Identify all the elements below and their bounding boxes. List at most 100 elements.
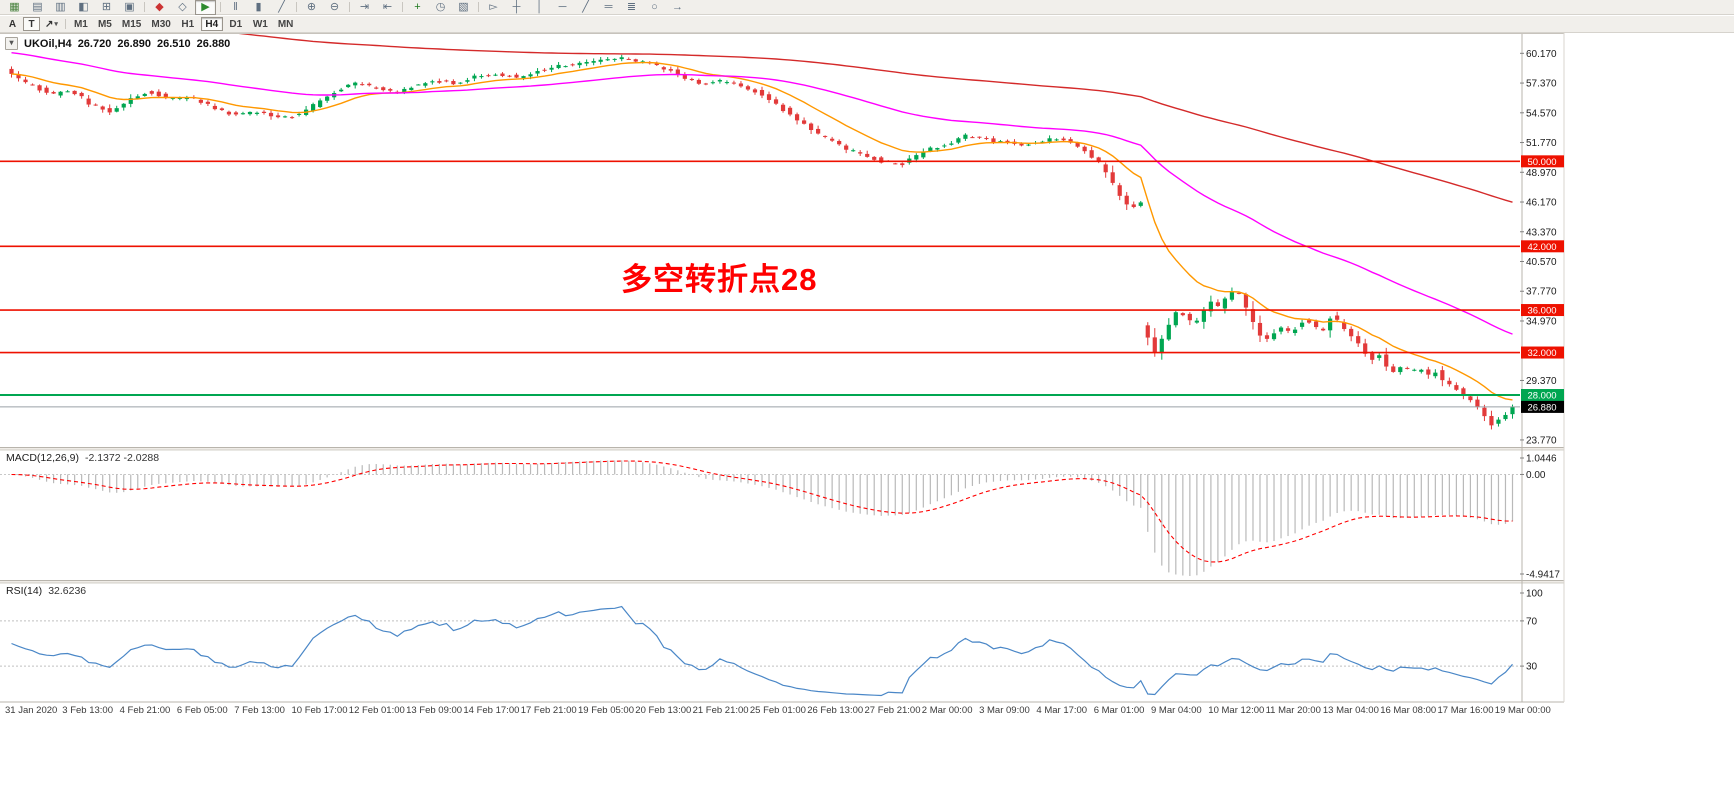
candlestick-chart-icon[interactable]: ▮ [255,1,262,13]
terminal-icon[interactable]: ▣ [124,1,135,13]
toolbar-separator [220,2,221,12]
toolbar-separator [478,2,479,12]
autotrading-icon[interactable]: ▶ [195,0,216,15]
drawing-tools-dropdown[interactable]: ↗ ▾ [42,17,61,31]
vertical-line-icon[interactable]: │ [536,1,543,13]
svg-text:4 Mar 17:00: 4 Mar 17:00 [1036,705,1087,716]
svg-text:6 Feb 05:00: 6 Feb 05:00 [177,705,228,716]
zoom-out-icon[interactable]: ⊖ [329,1,340,13]
timeframe-d1-button[interactable]: D1 [225,17,247,31]
macd-indicator-label[interactable]: MACD(12,26,9) -2.1372 -2.0288 [6,452,159,464]
svg-text:60.170: 60.170 [1526,49,1557,60]
indicators-icon[interactable]: + [414,1,421,13]
svg-text:25 Feb 01:00: 25 Feb 01:00 [750,705,806,716]
toolbar-standard: ▦ ▤ ▥ ◧ ⊞ ▣ ◆ ◇ ▶ ‖ ▮ ╱ ⊕ ⊖ ⇥ ⇤ + ◷ ▧ ▻ ┼ │ ─ ╱ ═ ≣ ○ → [0,0,1734,15]
svg-text:43.370: 43.370 [1526,227,1557,238]
horizontal-line-icon[interactable]: ─ [558,1,567,13]
text-label-tool-button[interactable]: T [23,17,40,31]
text-tool-button[interactable]: A [4,17,21,31]
svg-text:28.000: 28.000 [1527,391,1556,402]
svg-text:40.570: 40.570 [1526,257,1557,268]
timeframe-h4-button[interactable]: H4 [200,17,223,31]
line-chart-icon[interactable]: ╱ [278,1,285,13]
timeframe-buttons: M1 M5 M15 M30 H1 H4 D1 W1 MN [69,17,298,31]
svg-text:19 Feb 05:00: 19 Feb 05:00 [578,705,634,716]
rsi-indicator-label[interactable]: RSI(14) 32.6236 [6,585,86,597]
bar-chart-icon[interactable]: ‖ [233,1,238,13]
shapes-icon[interactable]: ○ [651,1,658,13]
toolbar-separator [349,2,350,12]
svg-text:1.0446: 1.0446 [1526,454,1557,465]
svg-text:23.770: 23.770 [1526,435,1557,446]
svg-text:27 Feb 21:00: 27 Feb 21:00 [865,705,921,716]
svg-text:48.970: 48.970 [1526,168,1557,179]
svg-text:70: 70 [1526,616,1538,627]
candles-layer [9,54,1515,430]
svg-text:26.880: 26.880 [1527,402,1556,413]
new-chart-icon[interactable]: ▦ [9,1,20,13]
auto-scroll-icon[interactable]: ⇥ [359,1,370,13]
collapse-chart-icon[interactable]: ▾ [5,37,18,50]
svg-text:11 Mar 20:00: 11 Mar 20:00 [1266,705,1321,716]
macd-layer: 1.0446 0.00 -4.9417 [0,454,1560,581]
annotation-text[interactable]: 多空转折点28 [621,262,818,297]
svg-text:20 Feb 13:00: 20 Feb 13:00 [635,705,691,716]
timeframe-m1-button[interactable]: M1 [70,17,92,31]
timeframe-mn-button[interactable]: MN [274,17,298,31]
svg-text:3 Feb 13:00: 3 Feb 13:00 [62,705,113,716]
channel-icon[interactable]: ═ [604,1,613,13]
templates-icon[interactable]: ▧ [458,1,469,13]
time-axis: 31 Jan 2020 3 Feb 13:00 4 Feb 21:00 6 Feb 0… [5,705,1551,716]
svg-text:10 Mar 12:00: 10 Mar 12:00 [1208,705,1264,716]
rsi-name: RSI(14) [6,585,43,597]
timeframe-w1-button[interactable]: W1 [249,17,272,31]
moving-average-55 [11,52,1513,335]
toolbar-separator [296,2,297,12]
svg-text:46.170: 46.170 [1526,198,1557,209]
timeframe-h1-button[interactable]: H1 [177,17,199,31]
timeframe-m15-button[interactable]: M15 [118,17,145,31]
periods-icon[interactable]: ◷ [435,1,446,13]
crosshair-icon[interactable]: ┼ [512,1,521,13]
market-watch-icon[interactable]: ▥ [55,1,66,13]
data-window-icon[interactable]: ◧ [78,1,89,13]
navigator-icon[interactable]: ⊞ [101,1,112,13]
svg-text:9 Mar 04:00: 9 Mar 04:00 [1151,705,1202,716]
svg-text:21 Feb 21:00: 21 Feb 21:00 [693,705,749,716]
chart-shift-icon[interactable]: ⇤ [382,1,393,13]
zoom-in-icon[interactable]: ⊕ [306,1,317,13]
high-value: 26.890 [117,37,151,50]
cursor-icon[interactable]: ▻ [489,1,498,13]
svg-text:3 Mar 09:00: 3 Mar 09:00 [979,705,1030,716]
svg-text:32.000: 32.000 [1527,348,1556,359]
moving-averages-layer [11,34,1513,401]
fibonacci-icon[interactable]: ≣ [626,1,637,13]
svg-text:16 Mar 08:00: 16 Mar 08:00 [1380,705,1436,716]
chart-ohlc-header: ▾ UKOil,H4 26.720 26.890 26.510 26.880 [5,37,230,50]
arrows-icon[interactable]: → [672,1,683,13]
svg-text:31 Jan 2020: 31 Jan 2020 [5,705,57,716]
svg-text:7 Feb 13:00: 7 Feb 13:00 [234,705,285,716]
svg-text:17 Feb 21:00: 17 Feb 21:00 [521,705,577,716]
svg-text:-4.9417: -4.9417 [1526,570,1560,581]
rsi-values: 32.6236 [48,585,87,597]
new-order-icon[interactable]: ◆ [155,1,164,13]
metaeditor-icon[interactable]: ◇ [178,1,187,13]
timeframe-m30-button[interactable]: M30 [147,17,174,31]
timeframe-m5-button[interactable]: M5 [94,17,116,31]
caret-down-icon: ▾ [54,21,58,28]
svg-text:6 Mar 01:00: 6 Mar 01:00 [1094,705,1145,716]
trendline-icon[interactable]: ╱ [582,1,589,13]
rsi-layer: 100 70 30 [0,589,1543,697]
moving-average-200 [238,34,1513,203]
moving-average-13 [11,61,1513,401]
svg-text:14 Feb 17:00: 14 Feb 17:00 [463,705,519,716]
svg-text:12 Feb 01:00: 12 Feb 01:00 [349,705,405,716]
svg-text:17 Mar 16:00: 17 Mar 16:00 [1438,705,1494,716]
svg-text:13 Feb 09:00: 13 Feb 09:00 [406,705,462,716]
profiles-icon[interactable]: ▤ [32,1,43,13]
svg-text:100: 100 [1526,589,1543,600]
svg-text:37.770: 37.770 [1526,287,1557,298]
